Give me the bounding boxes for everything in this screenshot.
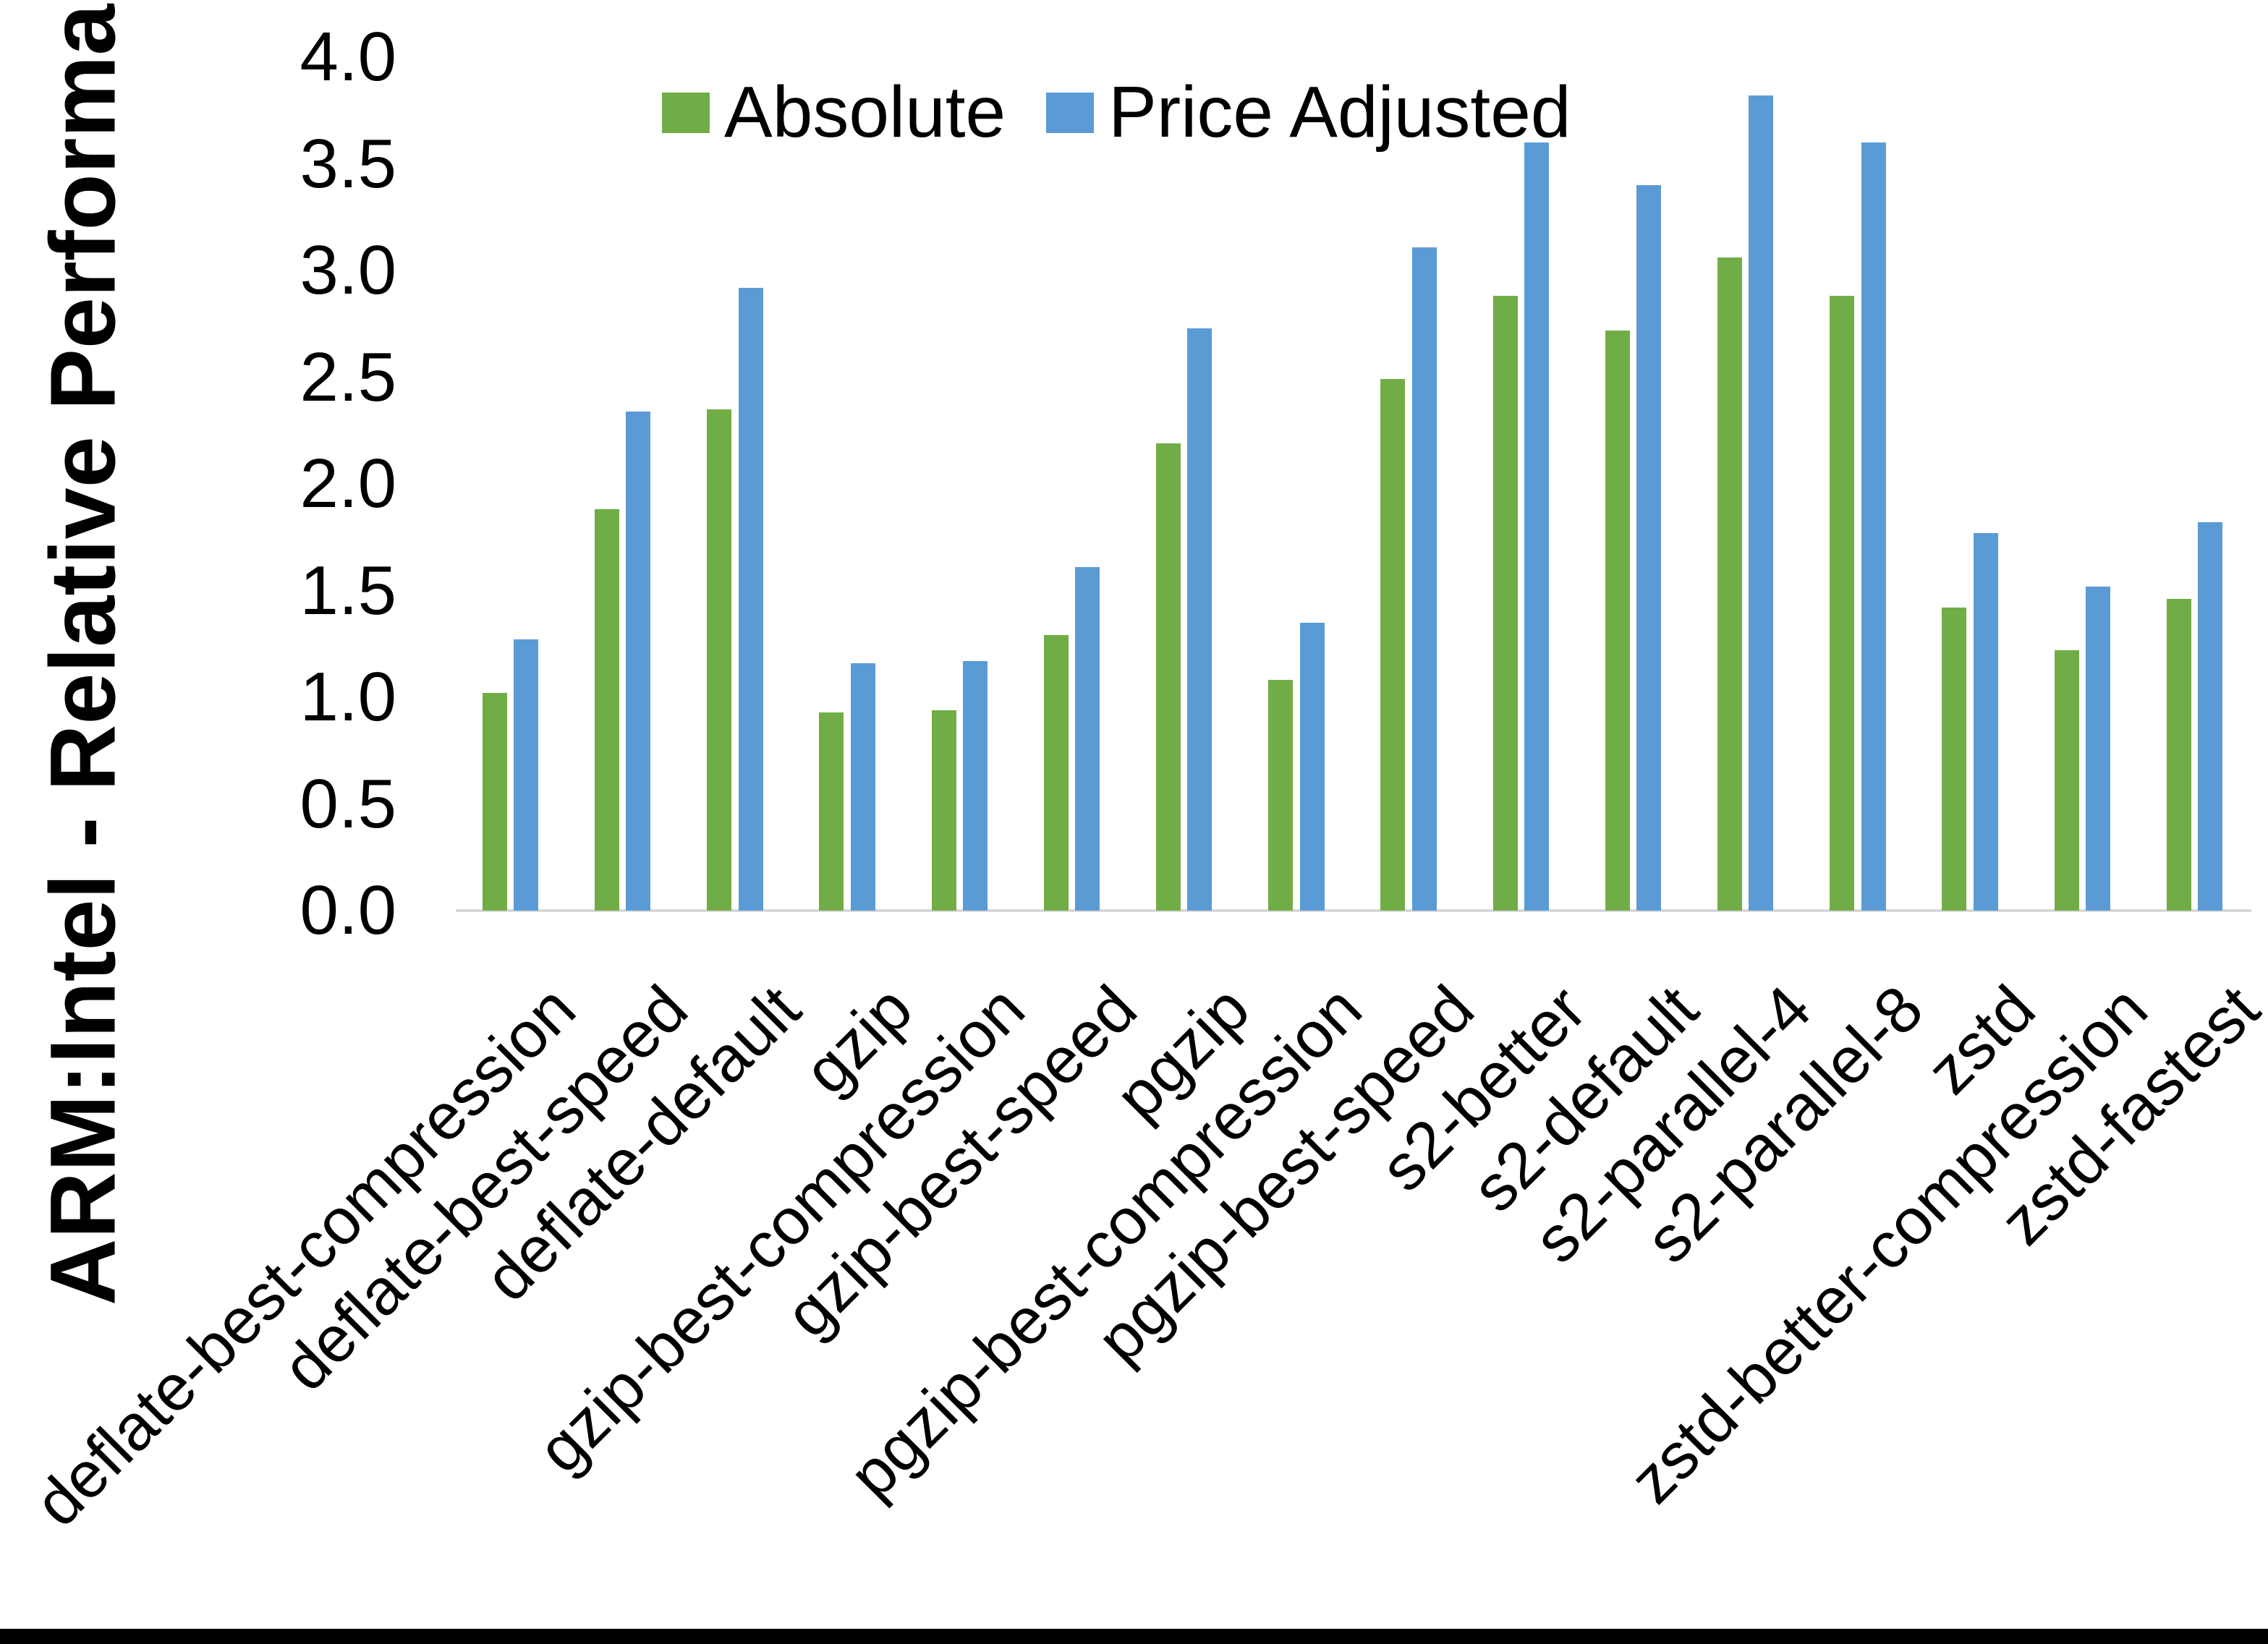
bar-price-adjusted [738,287,763,911]
bottom-border [0,1629,2268,1644]
bar-absolute [1268,680,1294,911]
bar-price-adjusted [2086,586,2110,911]
bar-absolute [1942,608,1967,911]
legend: Absolute Price Adjusted [662,71,1571,154]
y-tick-label: 3.5 [300,124,396,203]
bar-price-adjusted [1524,142,1549,911]
y-tick-label: 2.0 [300,445,396,522]
bar-absolute [1605,330,1630,911]
bar-price-adjusted [1749,95,1774,911]
y-tick-label: 1.5 [300,551,396,629]
legend-item-absolute: Absolute [662,71,1006,154]
bar-price-adjusted [2198,522,2223,911]
bar-absolute [2166,599,2191,911]
bar-absolute [931,710,956,911]
bar-price-adjusted [1861,142,1886,911]
legend-item-price-adjusted: Price Adjusted [1046,71,1571,154]
x-axis-line [456,909,2251,912]
y-tick-label: 2.5 [300,338,396,416]
y-axis-title: ARM:Intel - Relative Performance [31,0,135,1306]
bar-price-adjusted [850,663,875,911]
bar-price-adjusted [1075,567,1100,911]
bar-absolute [1830,296,1855,911]
bar-price-adjusted [1411,247,1437,911]
y-tick-label: 0.0 [300,872,396,949]
bar-absolute [482,693,507,911]
bar-absolute [2054,650,2079,911]
bar-absolute [1380,379,1406,911]
bar-price-adjusted [514,639,539,911]
legend-swatch-absolute-icon [662,92,710,133]
legend-label-price-adjusted: Price Adjusted [1108,72,1571,153]
y-tick-label: 0.5 [300,764,396,843]
bar-absolute [1155,443,1181,911]
bar-price-adjusted [626,411,651,911]
y-tick-label: 1.0 [300,658,396,736]
bar-price-adjusted [1973,532,1998,911]
bar-price-adjusted [963,660,988,911]
bar-price-adjusted [1299,622,1325,911]
legend-swatch-price-adjusted-icon [1046,92,1095,133]
bar-absolute [594,509,619,911]
y-tick-label: 4.0 [300,18,396,95]
bar-price-adjusted [1187,328,1212,911]
bar-absolute [1717,257,1742,911]
y-tick-label: 3.0 [300,231,396,309]
bar-absolute [1043,635,1069,911]
bar-price-adjusted [1636,185,1662,911]
bar-absolute [819,712,844,911]
bar-absolute [707,409,732,911]
legend-label-absolute: Absolute [724,72,1006,153]
bar-absolute [1492,296,1518,911]
